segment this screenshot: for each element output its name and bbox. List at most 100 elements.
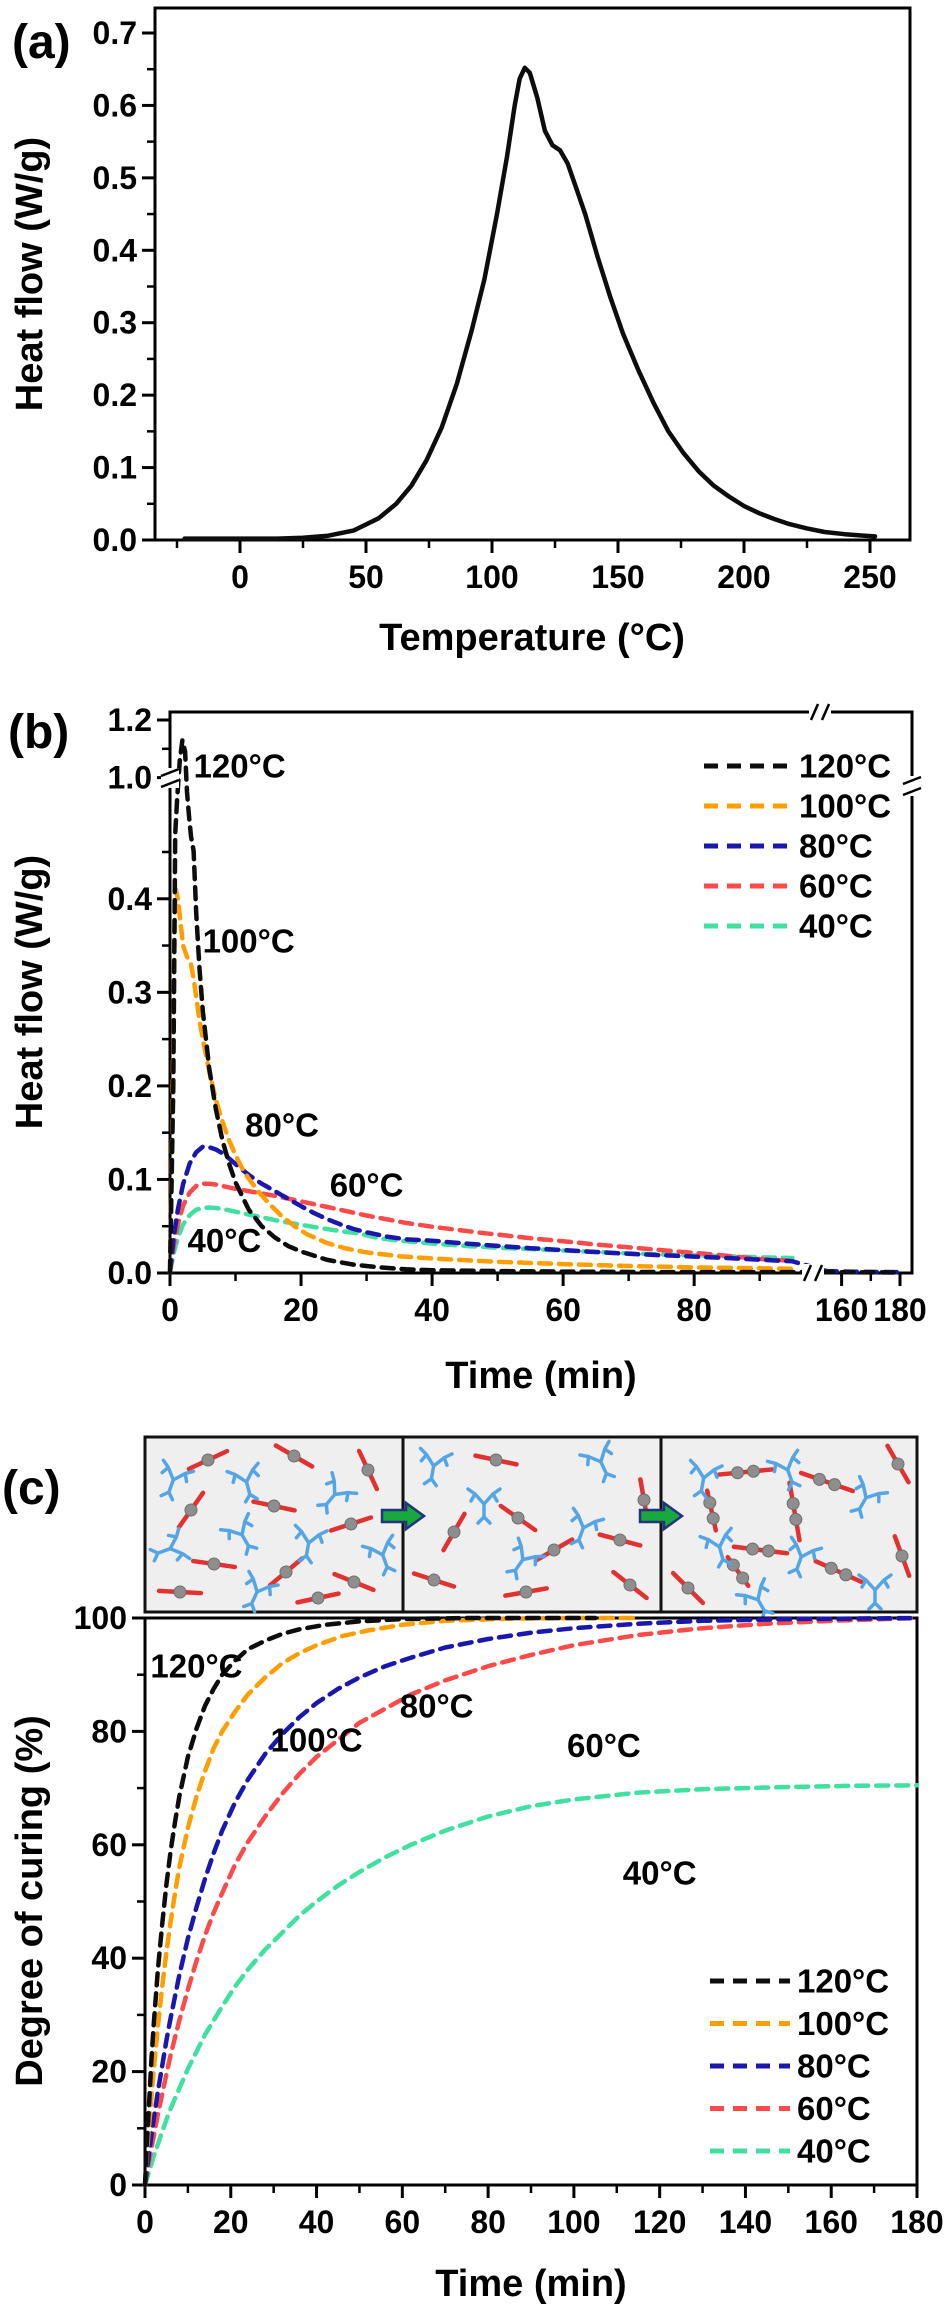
y-tick-label: 0.4 <box>108 881 153 917</box>
axis-break-icon <box>902 775 922 786</box>
panel-a-plot: 0 50 100 150 200 250 0.0 0.1 0.2 0.3 0.4 0.5 0.6 0.7 <box>93 6 912 595</box>
crosslinker-wye-icon <box>148 1526 192 1563</box>
x-tick-label: 0 <box>161 1292 179 1328</box>
crosslinker-wye-icon <box>316 1471 359 1515</box>
y-tick-label: 0.3 <box>93 305 137 341</box>
x-tick-label: 100 <box>465 559 518 595</box>
crosslink-rod-icon <box>798 1470 856 1494</box>
crosslink-rod-icon <box>725 1554 751 1589</box>
y-tick-label: 0.0 <box>108 1255 152 1291</box>
axis-break-icon <box>160 778 180 789</box>
curve-label: 60°C <box>567 1727 641 1764</box>
x-tick-label: 60 <box>545 1292 581 1328</box>
panel-a-ylabel: Heat flow (W/g) <box>9 137 51 411</box>
panel-c-chart: 0 20 40 60 80 100 120 140 160 180 0 20 40 60 80 100 120°… <box>2 1435 944 2305</box>
x-tick-label: 40 <box>299 2204 335 2240</box>
series-120°C <box>167 737 903 1275</box>
axis-break-icon <box>902 786 922 797</box>
monomer-rod-icon <box>411 1571 457 1589</box>
curve-label: 100°C <box>271 1721 363 1758</box>
crosslinker-wye-icon <box>418 1446 454 1488</box>
series-80°C <box>167 1144 903 1275</box>
crosslinker-wye-icon <box>698 1526 734 1569</box>
panel-a-chart: 0 50 100 150 200 2500.00.10.20.30.40.50.60.7 … <box>9 6 912 659</box>
series-60°C <box>167 1181 795 1275</box>
crosslinker-wye-icon <box>857 1573 893 1611</box>
y-tick-label: 0.4 <box>93 232 138 268</box>
x-tick-label: 40 <box>414 1292 450 1328</box>
y-tick-label: 100 <box>74 1600 127 1636</box>
legend-label: 120°C <box>797 1963 889 2000</box>
curve-label: 120°C <box>194 747 286 784</box>
y-tick-label: 1.0 <box>108 760 152 796</box>
monomer-rod-icon <box>885 1443 911 1485</box>
schematic-box <box>401 1435 663 1614</box>
series-DSC exotherm <box>182 65 878 541</box>
crosslinker-wye-icon <box>159 1458 196 1502</box>
y-tick-label: 0.2 <box>108 1068 152 1104</box>
x-tick-label: 180 <box>873 1292 926 1328</box>
panel-a-xlabel: Temperature (°C) <box>379 617 685 659</box>
monomer-rod-icon <box>356 1448 380 1492</box>
y-tick-label: 1.2 <box>108 702 152 738</box>
x-tick-label: 180 <box>890 2204 943 2240</box>
axis-break-icon <box>820 703 831 721</box>
monomer-rod-icon <box>190 1557 238 1571</box>
crosslinker-wye-icon <box>688 1458 724 1500</box>
y-tick-label: 0.7 <box>93 15 137 51</box>
monomer-rod-icon <box>473 1453 519 1467</box>
curve-label: 40°C <box>623 1855 697 1892</box>
monomer-rod-icon <box>503 1585 549 1599</box>
legend-label: 40°C <box>799 908 873 945</box>
series-100°C <box>142 1615 641 2188</box>
panel-b-letter: (b) <box>8 706 69 759</box>
x-tick-label: 140 <box>719 2204 772 2240</box>
panel-b-xlabel: Time (min) <box>445 1355 636 1397</box>
x-tick-label: 100 <box>547 2204 600 2240</box>
monomer-rod-icon <box>186 1448 230 1472</box>
series-60°C <box>142 1615 920 2188</box>
axis-break-gap <box>802 1264 824 1282</box>
panel-c-xlabel: Time (min) <box>435 2263 626 2305</box>
x-tick-label: 200 <box>717 559 770 595</box>
panel-c-plot: 0 20 40 60 80 100 120 140 160 180 0 20 40 60 80 100 120°… <box>74 1600 944 2240</box>
curve-label: 120°C <box>150 1648 242 1685</box>
monomer-rod-icon <box>267 1556 305 1588</box>
legend-label: 40°C <box>797 2133 871 2170</box>
crosslink-rod-icon <box>786 1480 803 1543</box>
y-tick-label: 60 <box>91 1827 127 1863</box>
y-tick-label: 0.1 <box>108 1161 152 1197</box>
monomer-rod-icon <box>295 1591 341 1605</box>
crosslink-rod-icon <box>716 1464 775 1480</box>
monomer-rod-icon <box>498 1503 538 1533</box>
curve-label: 80°C <box>245 1107 319 1144</box>
curve-label: 80°C <box>400 1687 474 1724</box>
crosslinker-wye-icon <box>218 1511 259 1556</box>
x-tick-label: 20 <box>213 2204 249 2240</box>
x-tick-label: 150 <box>591 559 644 595</box>
monomer-rod-icon <box>892 1534 912 1578</box>
crosslinker-wye-icon <box>241 1569 280 1614</box>
arrow-right-icon <box>638 1500 685 1532</box>
crosslinker-wye-icon <box>360 1533 397 1577</box>
x-tick-label: 160 <box>805 2204 858 2240</box>
y-tick-label: 80 <box>91 1713 127 1749</box>
y-tick-label: 0.6 <box>93 87 137 123</box>
x-tick-label: 50 <box>348 559 384 595</box>
crosslink-rod-icon <box>703 1488 720 1533</box>
legend-label: 100°C <box>799 788 891 825</box>
y-tick-label: 0.3 <box>108 974 152 1010</box>
crosslinker-wye-icon <box>578 1439 617 1484</box>
legend-label: 120°C <box>799 748 891 785</box>
panel-c-letter: (c) <box>2 1462 61 1515</box>
x-tick-label: 0 <box>136 2204 154 2240</box>
monomer-rod-icon <box>611 1569 649 1601</box>
monomer-rod-icon <box>332 1571 376 1593</box>
crosslinker-wye-icon <box>734 1576 775 1621</box>
panel-b-plot: 0 20 40 60 80 160 180 0.0 0.1 0.2 0.3 0.4 1.0 1.2 120°… <box>108 702 927 1328</box>
y-tick-label: 0 <box>109 2167 127 2203</box>
crosslinker-wye-icon <box>849 1474 890 1519</box>
x-tick-label: 60 <box>385 2204 421 2240</box>
y-tick-label: 20 <box>91 2054 127 2090</box>
